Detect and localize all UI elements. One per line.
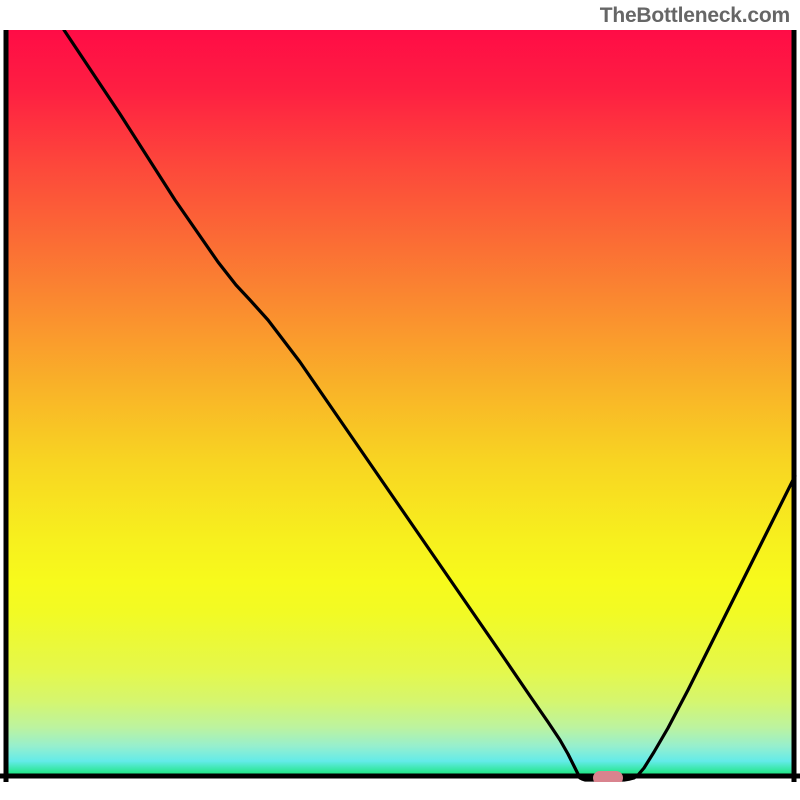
optimal-marker bbox=[593, 771, 623, 782]
watermark-text: TheBottleneck.com bbox=[600, 4, 790, 28]
chart-background bbox=[6, 30, 794, 776]
plot-area bbox=[0, 30, 800, 782]
chart-svg bbox=[0, 30, 800, 782]
chart-container: TheBottleneck.com bbox=[0, 0, 800, 800]
